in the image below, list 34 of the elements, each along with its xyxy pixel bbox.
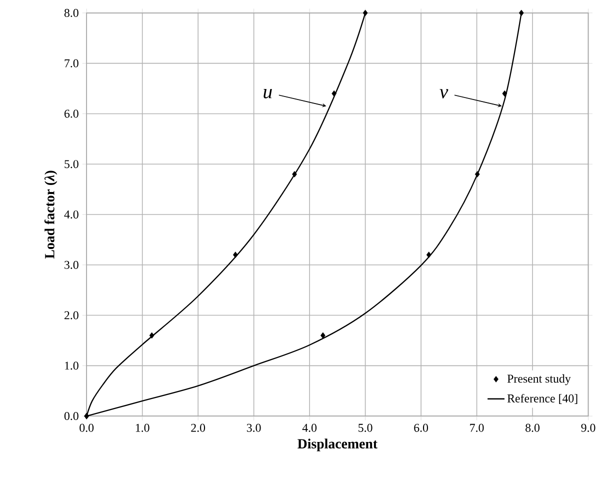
legend-label: Present study — [507, 374, 571, 386]
x-axis-title: Displacement — [298, 438, 378, 452]
point — [426, 252, 432, 258]
y-tick-label: 0.0 — [64, 412, 78, 420]
x-tick-label: 0.0 — [80, 424, 94, 432]
annotation: u — [264, 89, 272, 99]
y-tick-label: 1.0 — [65, 362, 78, 370]
point — [502, 90, 508, 97]
y-tick-label: 4.0 — [64, 210, 78, 219]
point — [320, 332, 326, 339]
point — [518, 10, 524, 16]
annotation: v — [440, 89, 448, 98]
y-tick-label: 2.0 — [64, 311, 78, 320]
point — [292, 171, 297, 178]
x-tick-label: 2.0 — [191, 424, 206, 432]
y-tick-label: 7.0 — [64, 59, 78, 68]
x-tick-label: 4.0 — [302, 424, 317, 432]
point — [232, 252, 238, 258]
point — [362, 10, 368, 16]
y-tick-label: 5.0 — [64, 160, 78, 168]
x-tick-label: 7.0 — [470, 424, 484, 432]
point — [149, 332, 154, 339]
x-tick-label: 1.0 — [136, 424, 150, 432]
legend-label: Reference [40] — [507, 394, 578, 404]
y-tick-label: 8.0 — [64, 9, 78, 18]
y-tick-label: 3.0 — [64, 260, 78, 270]
x-tick-label: 9.0 — [581, 424, 596, 432]
point — [474, 171, 480, 178]
x-tick-label: 8.0 — [526, 424, 540, 432]
y-tick-label: 6.0 — [64, 110, 78, 118]
point — [332, 90, 337, 97]
x-tick-label: 5.0 — [358, 424, 372, 432]
x-tick-label: 6.0 — [414, 424, 428, 432]
x-tick-label: 3.0 — [246, 424, 261, 432]
